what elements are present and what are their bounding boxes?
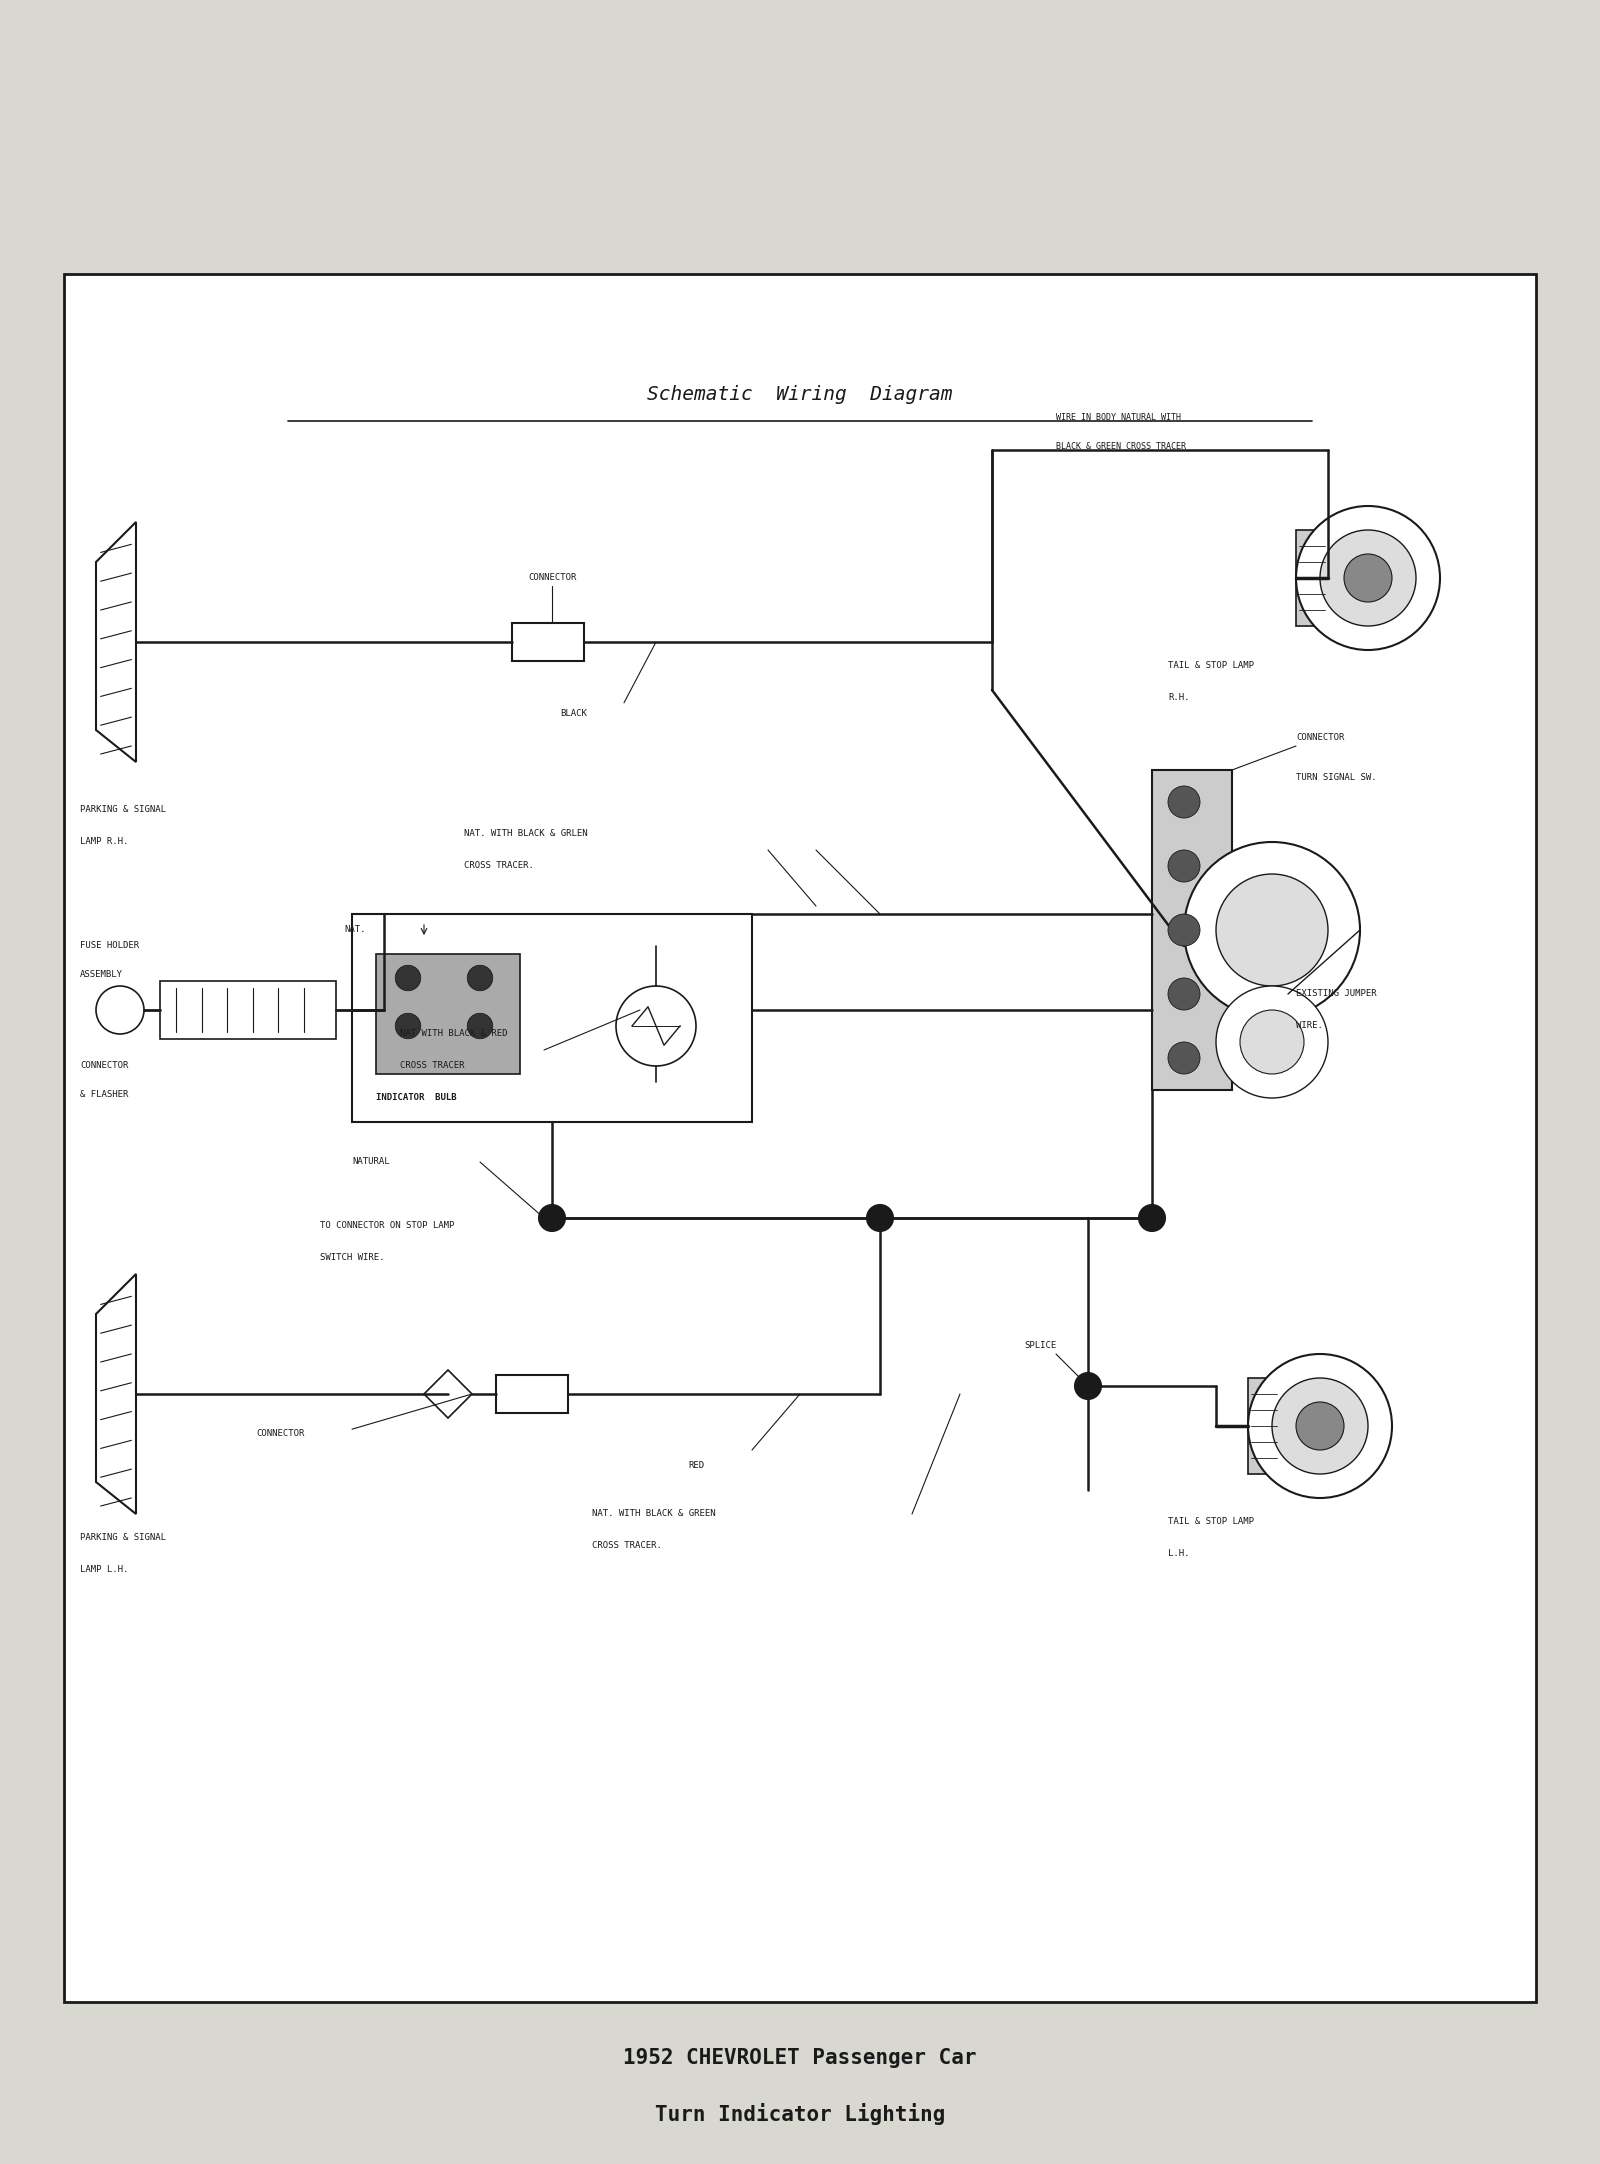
Text: TAIL & STOP LAMP: TAIL & STOP LAMP (1168, 662, 1254, 671)
Circle shape (1240, 1011, 1304, 1073)
Text: CONNECTOR: CONNECTOR (1296, 734, 1344, 742)
Text: 1952 CHEVROLET Passenger Car: 1952 CHEVROLET Passenger Car (624, 2047, 976, 2069)
Text: CROSS TRACER.: CROSS TRACER. (592, 1541, 662, 1549)
Circle shape (867, 1205, 893, 1231)
Text: WIRE.: WIRE. (1296, 1021, 1323, 1030)
Polygon shape (424, 1370, 472, 1417)
Text: NATURAL: NATURAL (352, 1158, 390, 1166)
Circle shape (395, 965, 421, 991)
Text: INDICATOR  BULB: INDICATOR BULB (376, 1093, 456, 1101)
Text: CROSS TRACER: CROSS TRACER (400, 1063, 464, 1071)
Bar (376, 954, 520, 1073)
Bar (160, 980, 336, 1039)
Text: SWITCH WIRE.: SWITCH WIRE. (320, 1253, 384, 1262)
Bar (1152, 770, 1232, 1091)
Text: Schematic  Wiring  Diagram: Schematic Wiring Diagram (648, 385, 952, 403)
Text: NAT. WITH BLACK & GREEN: NAT. WITH BLACK & GREEN (592, 1510, 715, 1519)
Circle shape (1344, 554, 1392, 602)
Text: RED: RED (688, 1461, 704, 1472)
Bar (496, 1374, 568, 1413)
Text: R.H.: R.H. (1168, 692, 1189, 703)
Text: BLACK & GREEN CROSS TRACER: BLACK & GREEN CROSS TRACER (1056, 441, 1186, 452)
Circle shape (395, 1013, 421, 1039)
Circle shape (1248, 1355, 1392, 1497)
Circle shape (1320, 530, 1416, 625)
Circle shape (1139, 1205, 1165, 1231)
Circle shape (616, 987, 696, 1067)
Circle shape (1075, 1374, 1101, 1398)
Circle shape (1296, 506, 1440, 649)
Circle shape (1216, 874, 1328, 987)
Bar (1248, 1378, 1288, 1474)
Circle shape (1216, 987, 1328, 1097)
Text: FUSE HOLDER: FUSE HOLDER (80, 941, 139, 950)
Text: Turn Indicator Lighting: Turn Indicator Lighting (654, 2103, 946, 2125)
Text: TAIL & STOP LAMP: TAIL & STOP LAMP (1168, 1517, 1254, 1526)
Circle shape (1168, 978, 1200, 1011)
Circle shape (1168, 850, 1200, 883)
Bar (352, 913, 752, 1121)
Text: LAMP R.H.: LAMP R.H. (80, 837, 128, 846)
Bar (64, 275, 1536, 2002)
Text: EXISTING JUMPER: EXISTING JUMPER (1296, 989, 1376, 998)
Circle shape (1168, 1043, 1200, 1073)
Text: CONNECTOR: CONNECTOR (256, 1430, 304, 1439)
Circle shape (1168, 786, 1200, 818)
Text: CROSS TRACER.: CROSS TRACER. (464, 861, 534, 870)
Bar (1296, 530, 1336, 625)
Text: CONNECTOR: CONNECTOR (80, 1063, 128, 1071)
Circle shape (467, 965, 493, 991)
Text: ASSEMBLY: ASSEMBLY (80, 969, 123, 980)
Circle shape (1184, 842, 1360, 1017)
Text: SPLICE: SPLICE (1024, 1342, 1056, 1350)
Text: WIRE IN BODY NATURAL WITH: WIRE IN BODY NATURAL WITH (1056, 413, 1181, 422)
Circle shape (96, 987, 144, 1034)
Circle shape (1272, 1378, 1368, 1474)
Text: & FLASHER: & FLASHER (80, 1091, 128, 1099)
Text: PARKING & SIGNAL: PARKING & SIGNAL (80, 1534, 166, 1543)
Bar (512, 623, 584, 662)
Text: PARKING & SIGNAL: PARKING & SIGNAL (80, 805, 166, 814)
Text: LAMP L.H.: LAMP L.H. (80, 1565, 128, 1575)
Text: TURN SIGNAL SW.: TURN SIGNAL SW. (1296, 773, 1376, 783)
Text: BLACK: BLACK (560, 710, 587, 718)
Text: TO CONNECTOR ON STOP LAMP: TO CONNECTOR ON STOP LAMP (320, 1220, 454, 1231)
Text: L.H.: L.H. (1168, 1549, 1189, 1558)
Circle shape (1168, 913, 1200, 946)
Text: CONNECTOR: CONNECTOR (528, 573, 576, 582)
Circle shape (539, 1205, 565, 1231)
Text: NAT.: NAT. (344, 926, 365, 935)
Text: NAT WITH BLACK & RED: NAT WITH BLACK & RED (400, 1030, 507, 1039)
Text: NAT. WITH BLACK & GRLEN: NAT. WITH BLACK & GRLEN (464, 829, 587, 837)
Circle shape (1296, 1402, 1344, 1450)
Circle shape (467, 1013, 493, 1039)
